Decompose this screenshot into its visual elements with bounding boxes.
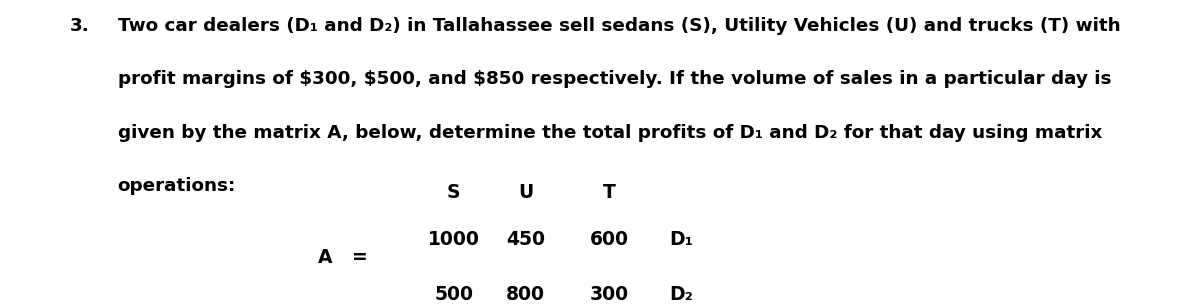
Text: D₁: D₁ (670, 230, 694, 249)
Text: Two car dealers (D₁ and D₂) in Tallahassee sell sedans (S), Utility Vehicles (U): Two car dealers (D₁ and D₂) in Tallahass… (118, 17, 1121, 35)
Text: 450: 450 (506, 230, 545, 249)
Text: D₂: D₂ (670, 285, 694, 304)
Text: 500: 500 (434, 285, 473, 304)
Text: 300: 300 (590, 285, 629, 304)
Text: =: = (352, 248, 367, 267)
Text: given by the matrix A, below, determine the total profits of D₁ and D₂ for that : given by the matrix A, below, determine … (118, 124, 1102, 142)
Text: 1000: 1000 (427, 230, 480, 249)
Text: T: T (604, 183, 616, 202)
Text: 800: 800 (506, 285, 545, 304)
Text: 3.: 3. (70, 17, 89, 35)
Text: U: U (518, 183, 533, 202)
Text: 600: 600 (590, 230, 629, 249)
Text: operations:: operations: (118, 177, 236, 195)
Text: A: A (318, 248, 332, 267)
Text: S: S (446, 183, 461, 202)
Text: profit margins of $300, $500, and $850 respectively. If the volume of sales in a: profit margins of $300, $500, and $850 r… (118, 70, 1111, 88)
